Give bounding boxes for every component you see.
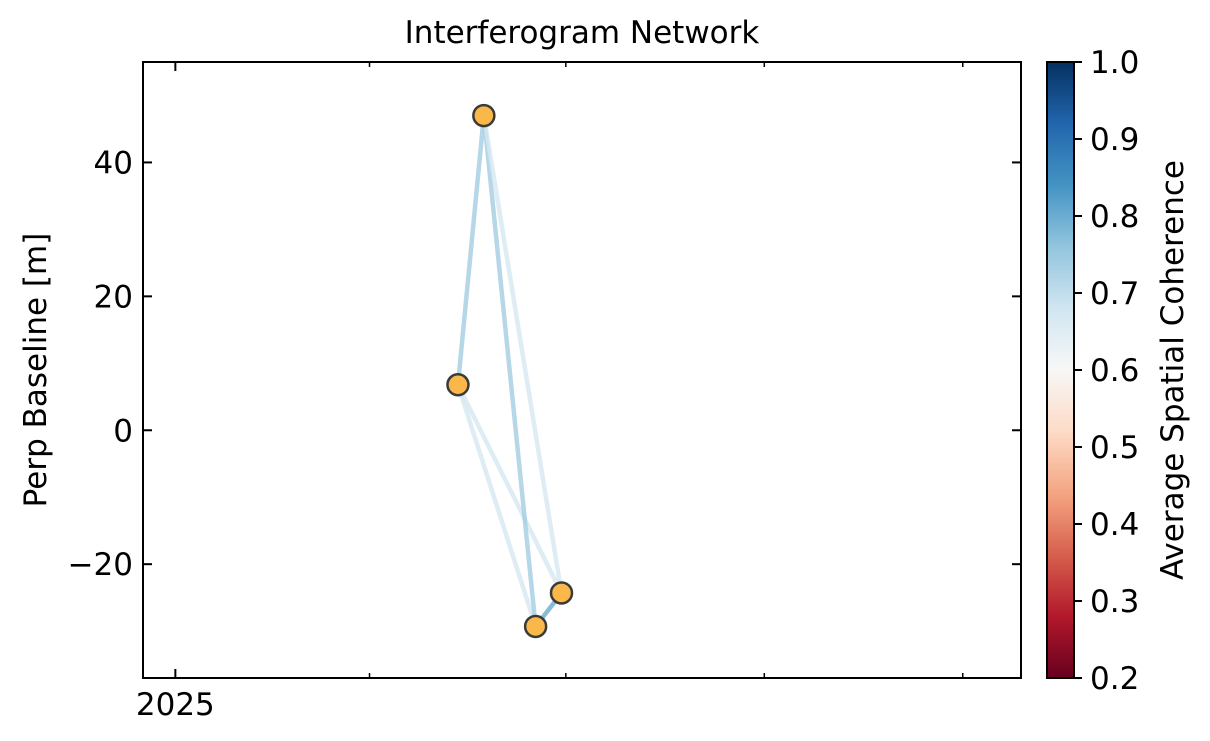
network-edge: [455, 113, 487, 387]
colorbar-tick-label: 0.3: [1090, 584, 1139, 620]
network-node: [446, 372, 470, 397]
colorbar-tick-label: 1.0: [1090, 45, 1139, 81]
y-axis-label: Perp Baseline [m]: [18, 233, 54, 508]
network-node: [549, 581, 574, 605]
axes-layer: −20 0 20 40 2025: [68, 62, 1021, 723]
y-tick-label: 40: [94, 145, 133, 181]
network-edge: [481, 113, 564, 596]
chart-title: Interferogram Network: [405, 15, 760, 51]
nodes-layer: [446, 103, 574, 639]
colorbar-label: Average Spatial Coherence: [1155, 160, 1191, 580]
network-edge: [455, 382, 538, 629]
colorbar-tick-label: 0.5: [1090, 430, 1139, 466]
colorbar-tick-label: 0.2: [1090, 661, 1139, 697]
y-tick-label: −20: [68, 547, 133, 583]
colorbar: [1047, 62, 1074, 678]
plot-frame: [142, 61, 1022, 679]
colorbar-tick-label: 0.7: [1090, 276, 1139, 312]
colorbar-tick-label: 0.4: [1090, 507, 1139, 543]
network-node: [523, 614, 548, 639]
colorbar-tick-label: 0.6: [1090, 353, 1139, 389]
x-tick-label: 2025: [136, 687, 215, 723]
y-tick-label: 20: [94, 279, 133, 315]
colorbar-ticks: 0.2 0.3 0.4 0.5 0.6 0.7 0.8 0.9 1.0: [1074, 45, 1139, 697]
colorbar-tick-label: 0.8: [1090, 199, 1139, 235]
colorbar-tick-label: 0.9: [1090, 122, 1139, 158]
edges-layer: [455, 113, 564, 629]
network-edge: [481, 113, 538, 629]
network-edge: [455, 382, 564, 596]
y-tick-label: 0: [113, 413, 133, 449]
network-node: [472, 103, 496, 128]
